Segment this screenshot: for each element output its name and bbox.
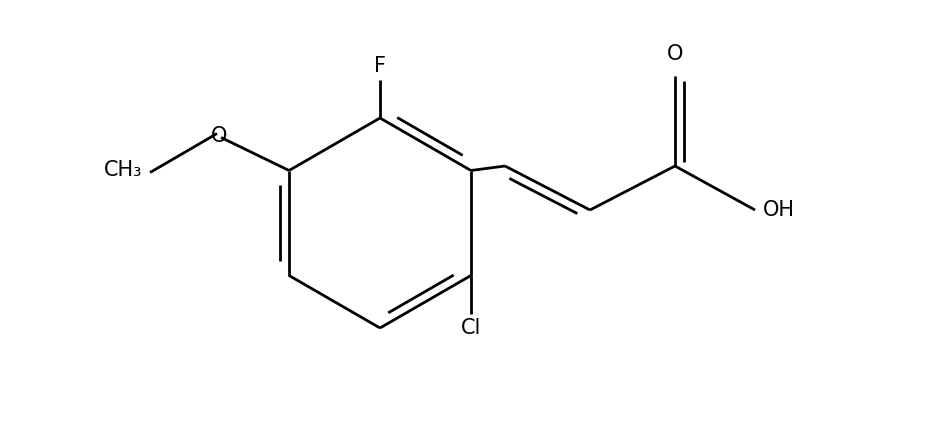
- Text: O: O: [667, 44, 684, 64]
- Text: F: F: [374, 56, 386, 76]
- Text: Cl: Cl: [460, 318, 481, 338]
- Text: CH₃: CH₃: [103, 160, 142, 181]
- Text: O: O: [211, 125, 227, 146]
- Text: OH: OH: [763, 200, 795, 220]
